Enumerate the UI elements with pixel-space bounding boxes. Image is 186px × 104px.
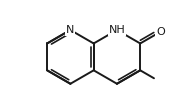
Text: N: N [66,25,75,35]
Text: NH: NH [109,25,125,35]
Text: O: O [156,27,165,37]
